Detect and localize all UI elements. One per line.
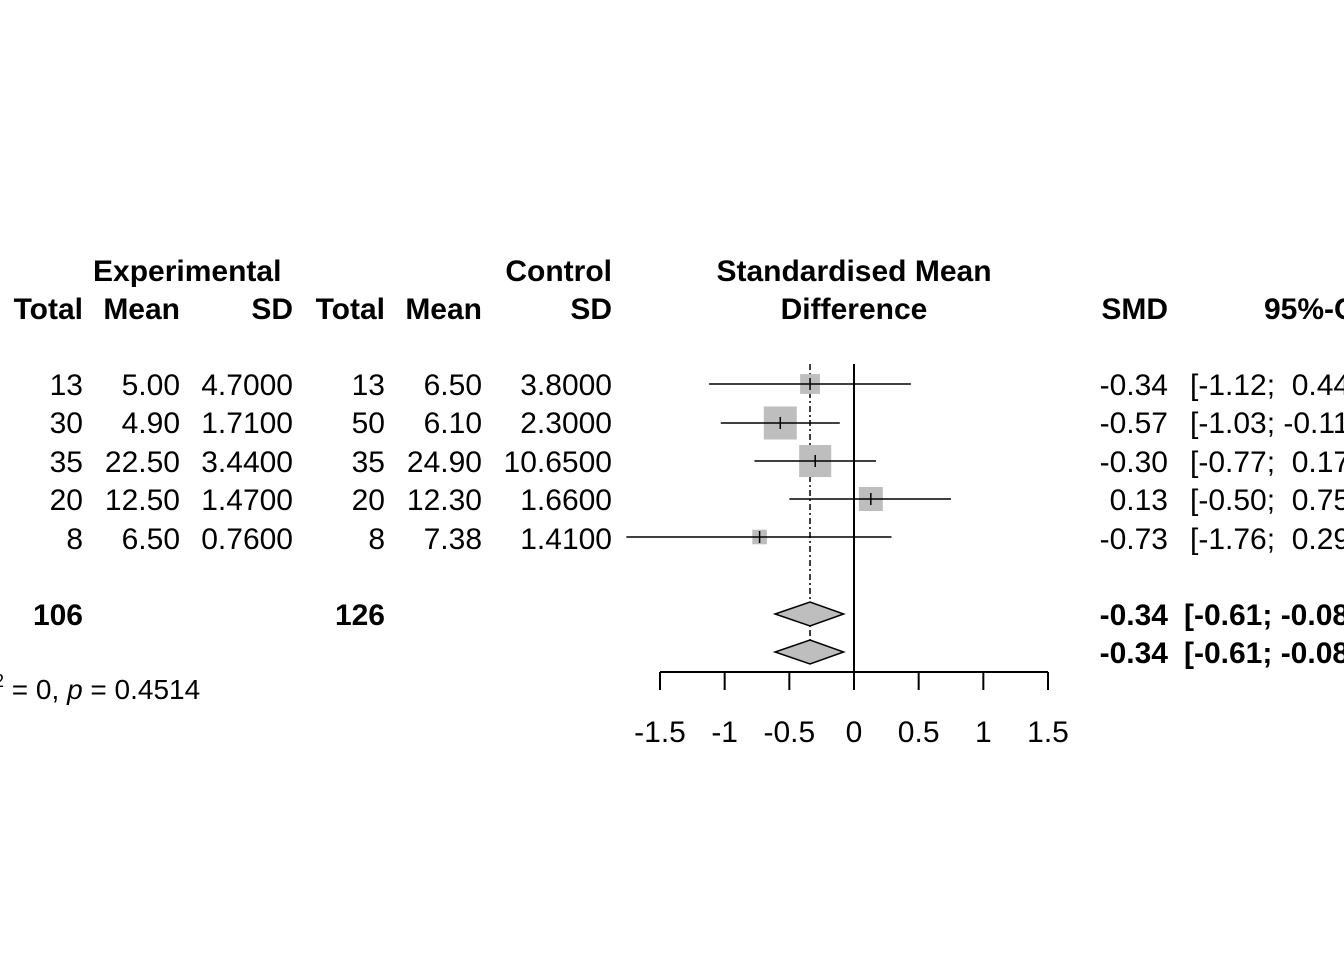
ctl-sd-header: SD — [570, 293, 612, 326]
x-tick-label: -1.5 — [634, 716, 686, 749]
ctl-mean-header: Mean — [405, 293, 482, 326]
random-ci: [-0.61; -0.08] — [1184, 637, 1344, 670]
experimental-header: Experimental — [93, 255, 282, 288]
x-tick-label: 0.5 — [898, 716, 940, 749]
exp-sd-cell: 4.7000 — [201, 369, 293, 402]
exp-total-cell: 13 — [49, 369, 83, 402]
exp-total-cell: 30 — [49, 407, 83, 440]
ci-cell: [-0.50; 0.75] — [1190, 484, 1344, 517]
ctl-sd-cell: 1.6600 — [520, 484, 612, 517]
x-tick-label: -1 — [711, 716, 738, 749]
ctl-total-cell: 13 — [351, 369, 385, 402]
heterogeneity-text: 2 = 0, p = 0.4514 — [0, 672, 201, 705]
exp-sd-cell: 1.7100 — [201, 407, 293, 440]
exp-mean-cell: 4.90 — [121, 407, 180, 440]
x-tick-label: 1 — [975, 716, 992, 749]
smd-cell: -0.34 — [1099, 369, 1168, 402]
ci-cell: [-1.76; 0.29] — [1190, 523, 1344, 556]
x-tick-label: -0.5 — [763, 716, 815, 749]
exp-mean-header: Mean — [103, 293, 180, 326]
fixed-effect-diamond — [772, 601, 846, 627]
exp-sd-header: SD — [251, 293, 293, 326]
ctl-sd-cell: 2.3000 — [520, 407, 612, 440]
ctl-sd-cell: 1.4100 — [520, 523, 612, 556]
ci-header: 95%-CI — [1264, 293, 1344, 326]
exp-total-cell: 35 — [49, 446, 83, 479]
heterogeneity-superscript: 2 — [0, 671, 4, 691]
smd-cell: -0.30 — [1099, 446, 1168, 479]
ci-cell: [-0.77; 0.17] — [1190, 446, 1344, 479]
ctl-total-cell: 8 — [368, 523, 385, 556]
control-header: Control — [505, 255, 612, 288]
heterogeneity-middle: = 0, — [4, 674, 68, 705]
x-tick-label: 1.5 — [1027, 716, 1069, 749]
ci-cell: [-1.12; 0.44] — [1190, 369, 1344, 402]
exp-total-cell: 8 — [66, 523, 83, 556]
exp-total-cell: 20 — [49, 484, 83, 517]
ctl-sd-cell: 10.6500 — [503, 446, 612, 479]
fixed-smd: -0.34 — [1099, 599, 1168, 632]
ctl-mean-cell: 24.90 — [406, 446, 482, 479]
exp-mean-cell: 22.50 — [104, 446, 180, 479]
ctl-total-cell: 35 — [351, 446, 385, 479]
ctl-mean-cell: 6.50 — [423, 369, 482, 402]
x-tick-label: 0 — [846, 716, 863, 749]
pooled-ctl-total: 126 — [334, 599, 385, 632]
fixed-ci: [-0.61; -0.08] — [1184, 599, 1344, 632]
exp-mean-cell: 6.50 — [121, 523, 180, 556]
random-smd: -0.34 — [1099, 637, 1168, 670]
ctl-total-cell: 50 — [351, 407, 385, 440]
ctl-mean-cell: 12.30 — [406, 484, 482, 517]
ci-cell: [-1.03; -0.11] — [1190, 407, 1344, 440]
exp-mean-cell: 5.00 — [121, 369, 180, 402]
smd-cell: -0.73 — [1099, 523, 1168, 556]
p-symbol: p — [67, 674, 83, 705]
exp-mean-cell: 12.50 — [104, 484, 180, 517]
exp-sd-cell: 1.4700 — [201, 484, 293, 517]
exp-sd-cell: 3.4400 — [201, 446, 293, 479]
smd-title-line1: Standardised Mean — [716, 255, 992, 288]
ctl-total-header: Total — [315, 293, 385, 326]
exp-total-header: Total — [13, 293, 83, 326]
smd-cell: -0.57 — [1099, 407, 1168, 440]
smd-cell: 0.13 — [1101, 484, 1168, 517]
smd-title-line2: Difference — [780, 293, 928, 326]
ctl-mean-cell: 6.10 — [423, 407, 482, 440]
pooled-exp-total: 106 — [32, 599, 83, 632]
ctl-mean-cell: 7.38 — [423, 523, 482, 556]
exp-sd-cell: 0.7600 — [201, 523, 293, 556]
p-value: = 0.4514 — [82, 674, 201, 705]
random-effects-diamond — [772, 639, 846, 665]
ctl-total-cell: 20 — [351, 484, 385, 517]
smd-header: SMD — [1101, 293, 1168, 326]
ctl-sd-cell: 3.8000 — [520, 369, 612, 402]
